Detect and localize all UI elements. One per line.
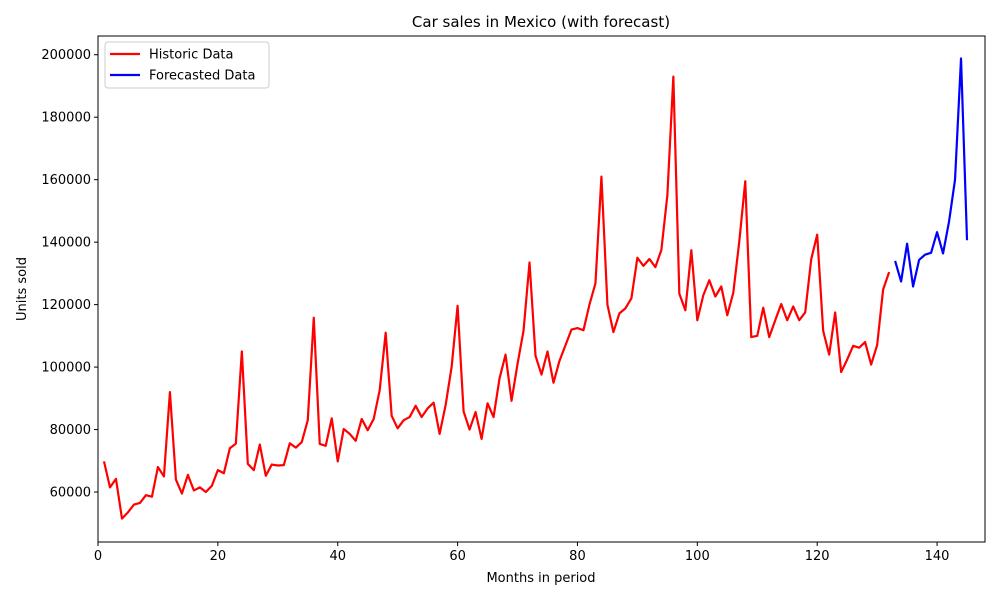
- chart-title: Car sales in Mexico (with forecast): [412, 13, 670, 31]
- x-tick-label: 120: [805, 549, 830, 564]
- y-axis-label: Units sold: [15, 257, 30, 321]
- y-tick-label: 60000: [50, 486, 91, 501]
- y-tick-label: 100000: [41, 361, 91, 376]
- x-tick-label: 60: [449, 549, 466, 564]
- x-tick-label: 100: [685, 549, 710, 564]
- x-tick-label: 20: [210, 549, 227, 564]
- y-tick-label: 120000: [41, 298, 91, 313]
- x-tick-label: 80: [569, 549, 586, 564]
- legend-box: [104, 41, 270, 89]
- x-tick-label: 140: [925, 549, 950, 564]
- legend: Historic Data Forecasted Data: [104, 41, 270, 89]
- y-tick-label: 160000: [41, 173, 91, 188]
- axes-frame: [97, 35, 986, 543]
- y-tick-label: 80000: [50, 423, 91, 438]
- y-tick-label: 140000: [41, 236, 91, 251]
- legend-label-forecast: Forecasted Data: [149, 69, 255, 84]
- plot-area: 0 20 40 60 80 100 120 140 60000 80000 100000 120000…: [41, 35, 986, 564]
- series-line-forecast: [894, 57, 969, 288]
- y-tick-label: 180000: [41, 111, 91, 126]
- legend-label-historic: Historic Data: [149, 48, 234, 63]
- series-line-historic: [102, 75, 891, 520]
- y-tick-label: 200000: [41, 48, 91, 63]
- x-tick-label: 0: [94, 549, 102, 564]
- x-axis-label: Months in period: [486, 571, 595, 586]
- x-tick-label: 40: [329, 549, 346, 564]
